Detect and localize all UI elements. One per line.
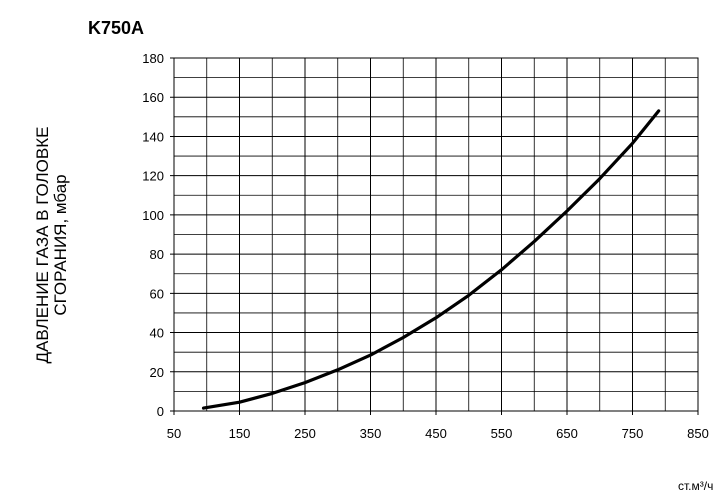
y-axis-label: ДАВЛЕНИЕ ГАЗА В ГОЛОВКЕ СГОРАНИЯ, мбар (33, 127, 70, 364)
y-tick-label: 180 (142, 51, 164, 66)
x-tick-label: 450 (425, 426, 447, 441)
y-tick-label: 60 (150, 286, 164, 301)
y-tick-label: 100 (142, 208, 164, 223)
y-tick-labels: 0 20 40 60 80 100 120 140 160 180 (142, 51, 164, 419)
series-group (201, 109, 661, 410)
x-tick-labels: 50 150 250 350 450 550 650 750 850 (167, 426, 709, 441)
x-tick-label: 750 (622, 426, 644, 441)
x-tick-label: 150 (229, 426, 251, 441)
x-tick-label: 50 (167, 426, 181, 441)
y-tick-label: 0 (157, 404, 164, 419)
y-axis-label-line-1: ДАВЛЕНИЕ ГАЗА В ГОЛОВКЕ (33, 127, 52, 364)
x-tick-label: 550 (491, 426, 513, 441)
y-axis-label-line-2: СГОРАНИЯ, мбар (51, 174, 70, 315)
x-tick-label: 650 (556, 426, 578, 441)
x-tick-label: 850 (687, 426, 709, 441)
x-axis-label: ст.м³/ч (678, 479, 713, 493)
grid (170, 57, 699, 415)
chart-title: K750A (88, 18, 144, 38)
plot-frame (173, 57, 699, 412)
y-tick-label: 140 (142, 129, 164, 144)
y-tick-label: 20 (150, 365, 164, 380)
y-tick-label: 160 (142, 90, 164, 105)
y-tick-label: 80 (150, 247, 164, 262)
y-tick-label: 120 (142, 169, 164, 184)
series-line (201, 109, 661, 410)
x-tick-label: 350 (360, 426, 382, 441)
y-tick-label: 40 (150, 326, 164, 341)
x-tick-label: 250 (294, 426, 316, 441)
